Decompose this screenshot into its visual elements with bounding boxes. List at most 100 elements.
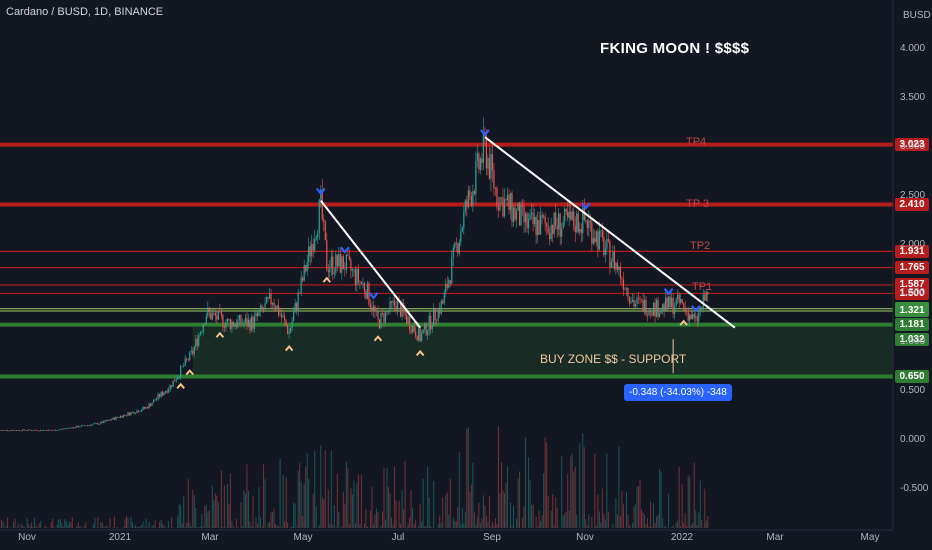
volume-bars — [0, 426, 709, 528]
candle-body — [407, 317, 409, 324]
candle-body — [530, 212, 533, 214]
volume-bar — [499, 493, 501, 528]
candle-body — [198, 335, 200, 346]
candle-body — [299, 292, 301, 294]
volume-bar — [135, 524, 137, 528]
candle-body — [259, 305, 262, 312]
candle-body — [649, 311, 652, 313]
volume-bar — [130, 517, 132, 528]
candle-body — [482, 131, 484, 163]
low-marker — [185, 369, 194, 376]
volume-bar — [214, 493, 216, 528]
candle-body — [675, 299, 677, 307]
volume-bar — [565, 511, 567, 528]
volume-bar — [348, 524, 350, 528]
volume-bar — [464, 511, 466, 528]
volume-bar — [659, 469, 661, 528]
candle-body — [285, 320, 287, 326]
volume-bar — [696, 525, 698, 528]
volume-bar — [618, 446, 620, 528]
volume-bar — [636, 486, 638, 528]
candle-body — [527, 219, 530, 229]
volume-bar — [344, 504, 346, 528]
candle-body — [564, 208, 566, 222]
volume-bar — [243, 490, 245, 528]
candle-body — [18, 430, 21, 431]
candle-body — [615, 262, 617, 270]
candle-body — [690, 314, 692, 319]
candle-body — [62, 428, 64, 430]
candle-body — [253, 316, 256, 329]
candle-body — [296, 303, 298, 311]
candle-body — [663, 303, 665, 311]
volume-bar — [68, 521, 70, 528]
candle-body — [640, 299, 643, 301]
volume-bar — [26, 517, 28, 528]
candle-body — [493, 170, 495, 188]
candle-body — [186, 358, 188, 360]
x-tick-label: Mar — [201, 532, 219, 543]
candle-body — [196, 338, 198, 346]
candle-body — [601, 230, 603, 238]
candle-body — [68, 427, 70, 429]
volume-bar — [395, 500, 397, 528]
volume-bar — [525, 437, 527, 528]
volume-bar — [672, 525, 674, 528]
volume-bar — [552, 494, 554, 528]
candle-body — [219, 310, 221, 312]
candle-body — [274, 306, 277, 310]
candle-body — [348, 256, 350, 260]
symbol-title[interactable]: Cardano / BUSD, 1D, BINANCE — [6, 6, 164, 18]
candle-body — [94, 423, 96, 424]
volume-bar — [244, 493, 246, 528]
volume-bar — [693, 462, 695, 528]
candle-body — [680, 299, 682, 303]
candle-body — [372, 306, 375, 312]
volume-bar — [139, 526, 141, 528]
candle-body — [146, 407, 149, 409]
volume-bar — [467, 427, 469, 528]
volume-bar — [275, 524, 277, 528]
volume-bar — [544, 437, 546, 528]
candle-body — [183, 365, 185, 367]
volume-bar — [540, 521, 542, 528]
volume-bar — [583, 447, 585, 528]
candle-body — [154, 399, 156, 401]
candle-body — [505, 199, 507, 200]
candle-body — [244, 317, 247, 323]
candle-body — [654, 302, 656, 317]
candle-body — [181, 365, 183, 367]
candle-body — [582, 207, 584, 234]
candle-body — [249, 319, 251, 331]
candle-body — [279, 314, 281, 315]
volume-bar — [332, 525, 334, 528]
candle-body — [165, 391, 167, 393]
volume-bar — [535, 516, 537, 528]
volume-bar — [383, 467, 385, 528]
volume-bar — [428, 497, 430, 528]
candle-body — [561, 228, 563, 237]
volume-bar — [594, 453, 596, 528]
volume-bar — [692, 523, 694, 528]
candle-body — [472, 191, 474, 206]
volume-bar — [308, 478, 310, 528]
candle-body — [445, 283, 447, 293]
volume-bar — [58, 519, 60, 528]
volume-bar — [380, 525, 382, 528]
tp4-label: TP4 — [686, 136, 707, 148]
volume-bar — [601, 488, 603, 528]
volume-bar — [591, 516, 593, 528]
candle-body — [657, 299, 659, 317]
volume-bar — [656, 516, 658, 528]
candle-body — [172, 380, 174, 387]
volume-bar — [314, 451, 316, 528]
volume-bar — [67, 524, 69, 528]
candle-body — [399, 302, 402, 317]
candle-body — [488, 157, 491, 179]
volume-bar — [458, 452, 460, 528]
volume-bar — [270, 512, 272, 528]
candle-body — [20, 430, 22, 432]
candle-body — [494, 187, 497, 189]
volume-bar — [686, 526, 688, 528]
